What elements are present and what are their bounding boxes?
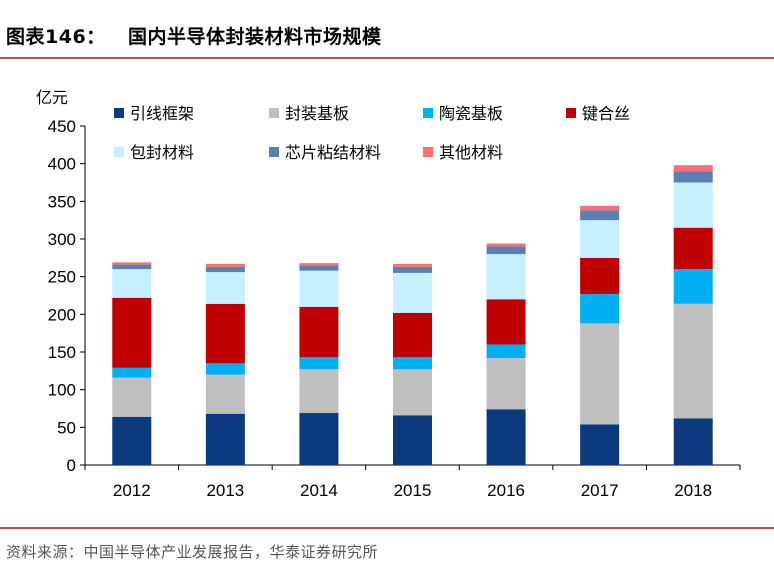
bar-segment [486, 246, 526, 255]
bar-segment [486, 344, 526, 359]
bar-segment [299, 369, 339, 414]
bar-segment [112, 297, 152, 368]
figure-title-text: 国内半导体封装材料市场规模 [128, 26, 382, 48]
bar-segment [486, 243, 526, 247]
legend-label: 封装基板 [285, 104, 349, 123]
bar-segment [673, 269, 713, 304]
legend-label: 其他材料 [439, 143, 503, 162]
bar-segment [580, 293, 620, 324]
bar-segment [580, 424, 620, 465]
legend-label: 包封材料 [130, 143, 194, 162]
x-tick-label: 2017 [581, 481, 619, 500]
bottom-rule [0, 527, 774, 529]
figure-title: 图表146： 国内半导体封装材料市场规模 [6, 22, 382, 49]
x-tick-label: 2016 [487, 481, 525, 500]
bar-segment [486, 358, 526, 410]
bar-segment [393, 263, 432, 267]
y-tick-label: 50 [57, 418, 76, 437]
legend-swatch [269, 108, 279, 118]
bar-segment [299, 357, 339, 370]
bar-segment [393, 415, 432, 465]
x-tick-label: 2014 [300, 481, 338, 500]
bar-segment [205, 303, 245, 364]
legend-swatch [423, 108, 433, 118]
legend-swatch [566, 108, 576, 118]
y-tick-label: 450 [48, 117, 76, 136]
y-tick-label: 300 [48, 230, 76, 249]
bar-segment [393, 369, 432, 416]
bar-segment [205, 363, 245, 375]
top-rule [0, 57, 774, 59]
legend-label: 芯片粘结材料 [285, 143, 381, 162]
bar-segment [393, 312, 432, 358]
bar-segment [299, 270, 339, 307]
x-tick-label: 2012 [113, 481, 151, 500]
bar-segment [393, 272, 432, 313]
x-tick-label: 2018 [674, 481, 712, 500]
bar-segment [393, 266, 432, 273]
y-axis-unit: 亿元 [36, 88, 68, 107]
stacked-bar-chart: 亿元 0 50 100 150 200 250 300 350 400 450 2012 2013 201… [36, 88, 741, 500]
bar-segment [673, 303, 713, 419]
bar-segment [112, 367, 152, 378]
bar-segment [673, 165, 713, 172]
x-tick-label: 2013 [206, 481, 244, 500]
bar-segment [299, 413, 339, 465]
bar-segment [580, 220, 620, 258]
legend-swatch [269, 147, 279, 157]
y-tick-label: 350 [48, 192, 76, 211]
figure-label: 图表146： [6, 26, 106, 48]
y-tick-label: 150 [48, 343, 76, 362]
legend-label: 引线框架 [130, 104, 194, 123]
y-tick-label: 0 [67, 456, 76, 475]
bar-segment [112, 416, 152, 465]
y-tick-label: 400 [48, 155, 76, 174]
bar-segment [673, 182, 713, 228]
bar-segment [205, 263, 245, 267]
bar-segment [486, 409, 526, 465]
bar-segment [580, 210, 620, 221]
bar-segment [205, 272, 245, 304]
legend-swatch [114, 147, 124, 157]
bar-segment [299, 263, 339, 266]
bar-segment [112, 262, 152, 265]
bar-segment [486, 254, 526, 300]
bar-segment [580, 257, 620, 294]
bar-segment [112, 377, 152, 417]
legend-label: 键合丝 [582, 104, 630, 123]
bar-segment [580, 323, 620, 425]
bar-segment [486, 299, 526, 345]
bar-segment [112, 264, 152, 270]
bar-segment [580, 205, 620, 211]
bar-segment [673, 418, 713, 465]
bar-segment [112, 269, 152, 298]
bar-segment [205, 374, 245, 414]
bar-segment [673, 227, 713, 270]
x-tick-label: 2015 [394, 481, 432, 500]
y-tick-label: 100 [48, 381, 76, 400]
bar-segment [299, 265, 339, 271]
y-tick-label: 200 [48, 305, 76, 324]
source-note: 资料来源：中国半导体产业发展报告，华泰证券研究所 [6, 543, 379, 561]
bar-segment [205, 413, 245, 465]
legend-label: 陶瓷基板 [439, 104, 503, 123]
bar-segment [205, 266, 245, 273]
bar-segment [673, 171, 713, 183]
legend-swatch [114, 108, 124, 118]
bar-segment [393, 357, 432, 370]
legend-swatch [423, 147, 433, 157]
bar-segment [299, 306, 339, 358]
y-tick-label: 250 [48, 268, 76, 287]
